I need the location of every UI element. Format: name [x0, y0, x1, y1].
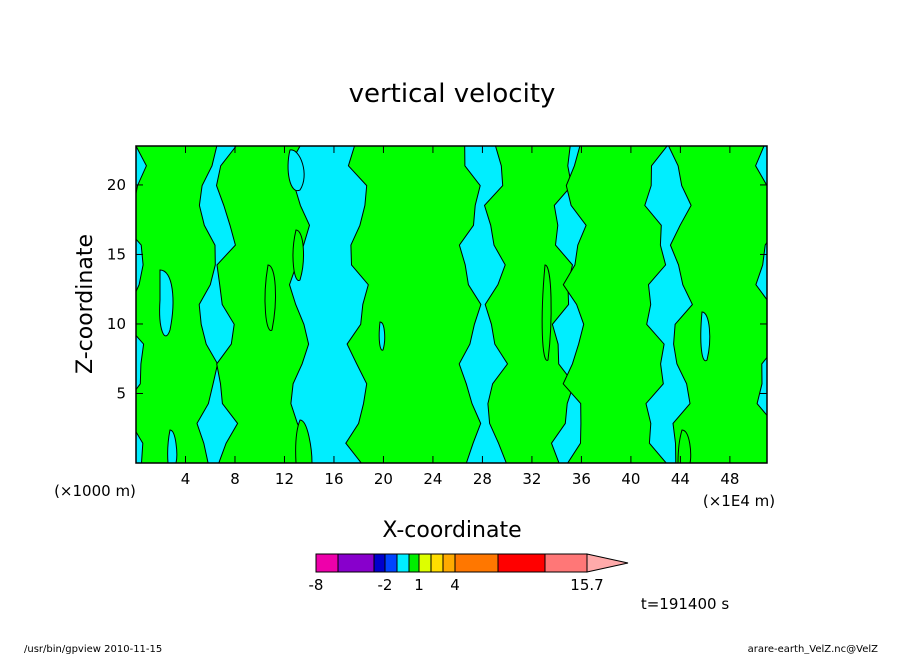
contour-green-pocket: [292, 229, 304, 281]
footer-left: /usr/bin/gpview 2010-11-15: [24, 644, 162, 654]
x-tick-label: 44: [671, 470, 690, 488]
contour-cyan-pocket: [700, 311, 711, 362]
y-axis-ticks: 5 10 15 20: [107, 176, 767, 402]
colorbar-tick-label: -8: [309, 576, 324, 594]
x-axis-label: X-coordinate: [382, 518, 521, 543]
x-unit-left: (×1000 m): [54, 482, 136, 500]
contour-cyan-pocket: [287, 149, 305, 192]
x-tick-label: 16: [324, 470, 343, 488]
y-tick-label: 5: [116, 384, 126, 402]
x-unit-right: (×1E4 m): [703, 492, 775, 510]
contour-cyan-pocket: [378, 321, 386, 351]
contour-band-positive: [136, 146, 219, 463]
colorbar-arrow: [586, 553, 629, 573]
contour-band-positive: [215, 146, 311, 463]
colorbar-segment: [442, 553, 456, 573]
contour-band-positive: [668, 146, 767, 463]
colorbar-labels: -8 -2 1 4 15.7: [309, 576, 604, 594]
x-tick-label: 8: [230, 470, 240, 488]
x-tick-label: 20: [374, 470, 393, 488]
x-tick-label: 36: [572, 470, 591, 488]
colorbar: [315, 553, 629, 573]
x-tick-label: 32: [522, 470, 541, 488]
colorbar-segment: [337, 553, 375, 573]
y-tick-label: 10: [107, 315, 126, 333]
x-tick-label: 28: [473, 470, 492, 488]
contour-cyan-pocket: [159, 269, 174, 337]
x-tick-label: 24: [423, 470, 442, 488]
contour-green-pocket: [264, 264, 276, 331]
colorbar-segment: [454, 553, 499, 573]
y-tick-label: 15: [107, 245, 126, 263]
colorbar-segment: [315, 553, 339, 573]
colorbar-tick-label: 15.7: [570, 576, 603, 594]
x-tick-label: 40: [621, 470, 640, 488]
contour-green-pocket: [677, 429, 692, 463]
footer-right: arare-earth_VelZ.nc@VelZ: [748, 644, 879, 654]
colorbar-segment: [430, 553, 444, 573]
contour-band-positive: [345, 146, 482, 463]
colorbar-tick-label: 4: [450, 576, 460, 594]
colorbar-segment: [384, 553, 398, 573]
contour-band-positive: [562, 146, 668, 463]
colorbar-segment: [497, 553, 546, 573]
contour-green-pocket: [541, 264, 552, 361]
x-tick-label: 12: [275, 470, 294, 488]
x-tick-label: 48: [720, 470, 739, 488]
contour-detail: [159, 149, 711, 463]
x-axis-ticks: 4 8 12 16 20 24 28 32 36 40 44 48: [181, 146, 739, 488]
colorbar-tick-label: -2: [378, 576, 393, 594]
contour-detail-green: [264, 229, 692, 463]
colorbar-segment: [396, 553, 410, 573]
y-tick-label: 20: [107, 176, 126, 194]
colorbar-segment: [373, 553, 386, 573]
colorbar-segment: [408, 553, 420, 573]
plot-area: [136, 146, 767, 463]
contour-green-pocket: [295, 419, 313, 463]
colorbar-segment: [418, 553, 432, 573]
contour-positive-regions: [136, 146, 767, 463]
time-label: t=191400 s: [641, 595, 729, 613]
colorbar-segment: [544, 553, 588, 573]
x-tick-label: 4: [181, 470, 191, 488]
contour-cyan-pocket: [167, 429, 178, 463]
contour-band-positive: [483, 146, 575, 463]
y-axis-label: Z-coordinate: [73, 234, 98, 374]
colorbar-tick-label: 1: [414, 576, 424, 594]
chart-title: vertical velocity: [349, 79, 556, 109]
plot-frame: [135, 145, 768, 464]
